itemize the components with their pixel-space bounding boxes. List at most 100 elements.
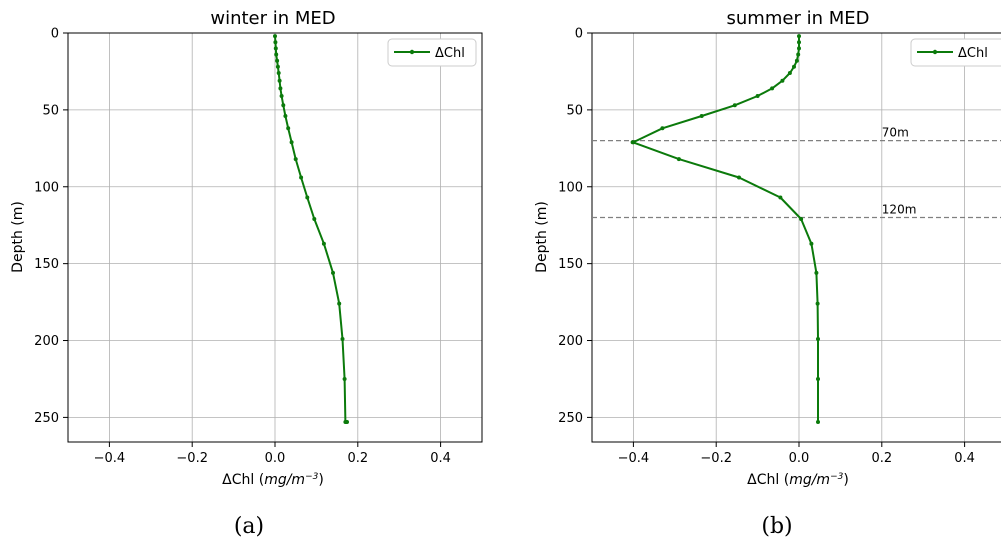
data-point — [275, 64, 280, 69]
data-point — [816, 337, 820, 341]
data-point — [809, 241, 814, 246]
legend: ΔChl — [387, 38, 477, 67]
legend-box — [910, 38, 1001, 67]
reference-line-label: 70m — [882, 126, 909, 140]
data-point — [815, 301, 820, 306]
data-point — [342, 377, 347, 381]
data-point — [787, 71, 792, 75]
y-axis-label: Depth (m) — [534, 201, 550, 273]
data-point — [676, 157, 681, 162]
data-point — [699, 114, 704, 118]
y-tick-label: 0 — [51, 27, 59, 42]
data-point — [660, 126, 665, 131]
x-axis-label-prefix: ΔChl ( — [747, 472, 789, 488]
data-point — [293, 157, 298, 162]
reference-line-label: 120m — [882, 203, 917, 217]
data-point — [816, 420, 820, 424]
x-tick-label: 0.4 — [430, 451, 451, 466]
data-point — [273, 46, 278, 51]
panel-caption: (a) — [234, 514, 264, 539]
plot-frame — [591, 32, 1001, 443]
x-tick-label: 0.2 — [347, 451, 368, 466]
data-point — [275, 58, 280, 63]
x-tick-label: −0.4 — [94, 451, 126, 466]
y-tick-label: 100 — [558, 180, 583, 195]
data-point — [737, 175, 741, 180]
legend-marker — [932, 49, 938, 55]
legend-label: ΔChl — [435, 46, 465, 61]
y-tick-label: 150 — [34, 257, 59, 272]
x-axis-label: ΔChl (mg/m−3) — [747, 472, 849, 488]
data-point — [797, 46, 801, 51]
data-point — [792, 64, 796, 69]
data-point — [755, 94, 760, 98]
y-tick-label: 250 — [34, 411, 59, 426]
data-point — [797, 34, 801, 39]
y-axis-label: Depth (m) — [10, 201, 26, 273]
data-point — [732, 103, 737, 108]
data-point — [799, 217, 804, 221]
data-point — [630, 140, 635, 145]
y-tick-label: 100 — [34, 180, 59, 195]
series-line — [631, 36, 819, 422]
data-point — [273, 34, 277, 39]
series-line — [274, 36, 348, 423]
x-tick-label: −0.2 — [176, 451, 208, 466]
data-point — [276, 71, 281, 75]
legend: ΔChl — [910, 38, 1001, 67]
x-tick-label: 0.2 — [871, 451, 892, 466]
y-tick-label: 200 — [558, 334, 583, 349]
data-point — [796, 52, 801, 57]
x-axis-label: ΔChl (mg/m−3) — [222, 472, 324, 488]
data-point — [277, 78, 282, 83]
y-tick-label: 250 — [558, 411, 583, 426]
data-point — [770, 86, 775, 91]
x-axis-label-exponent: −3 — [830, 472, 844, 482]
data-point — [794, 58, 799, 63]
data-point — [274, 52, 279, 57]
x-axis-label-unit: mg/m — [789, 472, 830, 488]
x-tick-label: 0.0 — [789, 451, 810, 466]
legend-label: ΔChl — [958, 46, 988, 61]
data-point — [283, 114, 288, 118]
data-point — [305, 195, 310, 200]
data-point — [299, 175, 304, 180]
data-point — [289, 140, 294, 145]
data-point — [279, 94, 284, 98]
y-tick-label: 200 — [34, 334, 59, 349]
x-tick-label: −0.4 — [618, 451, 650, 466]
data-point — [814, 270, 819, 275]
x-axis-label-prefix: ΔChl ( — [222, 472, 264, 488]
chart-title: winter in MED — [210, 8, 335, 29]
y-tick-label: 0 — [575, 27, 583, 42]
data-point — [780, 78, 785, 83]
y-tick-label: 50 — [566, 103, 583, 118]
data-point — [278, 86, 283, 91]
data-point — [273, 40, 278, 45]
data-point — [286, 126, 291, 131]
x-axis-label-exponent: −3 — [305, 472, 319, 482]
data-point — [340, 337, 345, 341]
data-point — [816, 377, 820, 381]
x-tick-label: −0.2 — [700, 451, 732, 466]
data-point — [778, 195, 783, 200]
panel-caption: (b) — [761, 514, 792, 539]
data-point — [337, 301, 342, 306]
panel-a: winter in MED −0.4 −0.2 0.0 0.2 0.4 0 50 100 150… — [10, 8, 483, 539]
data-point — [321, 241, 326, 246]
data-point — [312, 217, 317, 221]
data-point — [331, 270, 335, 275]
chart-title: summer in MED — [727, 8, 870, 29]
x-axis-label-suffix: ) — [843, 472, 848, 488]
panel-b: summer in MED 70m 120m −0.4 −0.2 0.0 0.2 0.4 0… — [534, 8, 1001, 539]
y-tick-label: 50 — [42, 103, 59, 118]
legend-box — [387, 38, 477, 67]
x-tick-label: 0.0 — [265, 451, 286, 466]
legend-marker — [409, 49, 415, 55]
y-tick-label: 150 — [558, 257, 583, 272]
data-point — [797, 40, 801, 45]
x-axis-label-suffix: ) — [318, 472, 323, 488]
data-point — [345, 420, 349, 424]
x-axis-label-unit: mg/m — [264, 472, 305, 488]
